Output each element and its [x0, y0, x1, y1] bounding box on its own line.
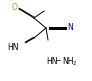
Text: HN: HN — [46, 58, 58, 67]
Text: O: O — [12, 3, 18, 12]
Text: HN: HN — [7, 43, 19, 52]
Text: NH: NH — [62, 58, 74, 67]
Text: −: − — [54, 57, 60, 66]
Text: 2: 2 — [72, 61, 76, 66]
Text: N: N — [67, 23, 73, 32]
